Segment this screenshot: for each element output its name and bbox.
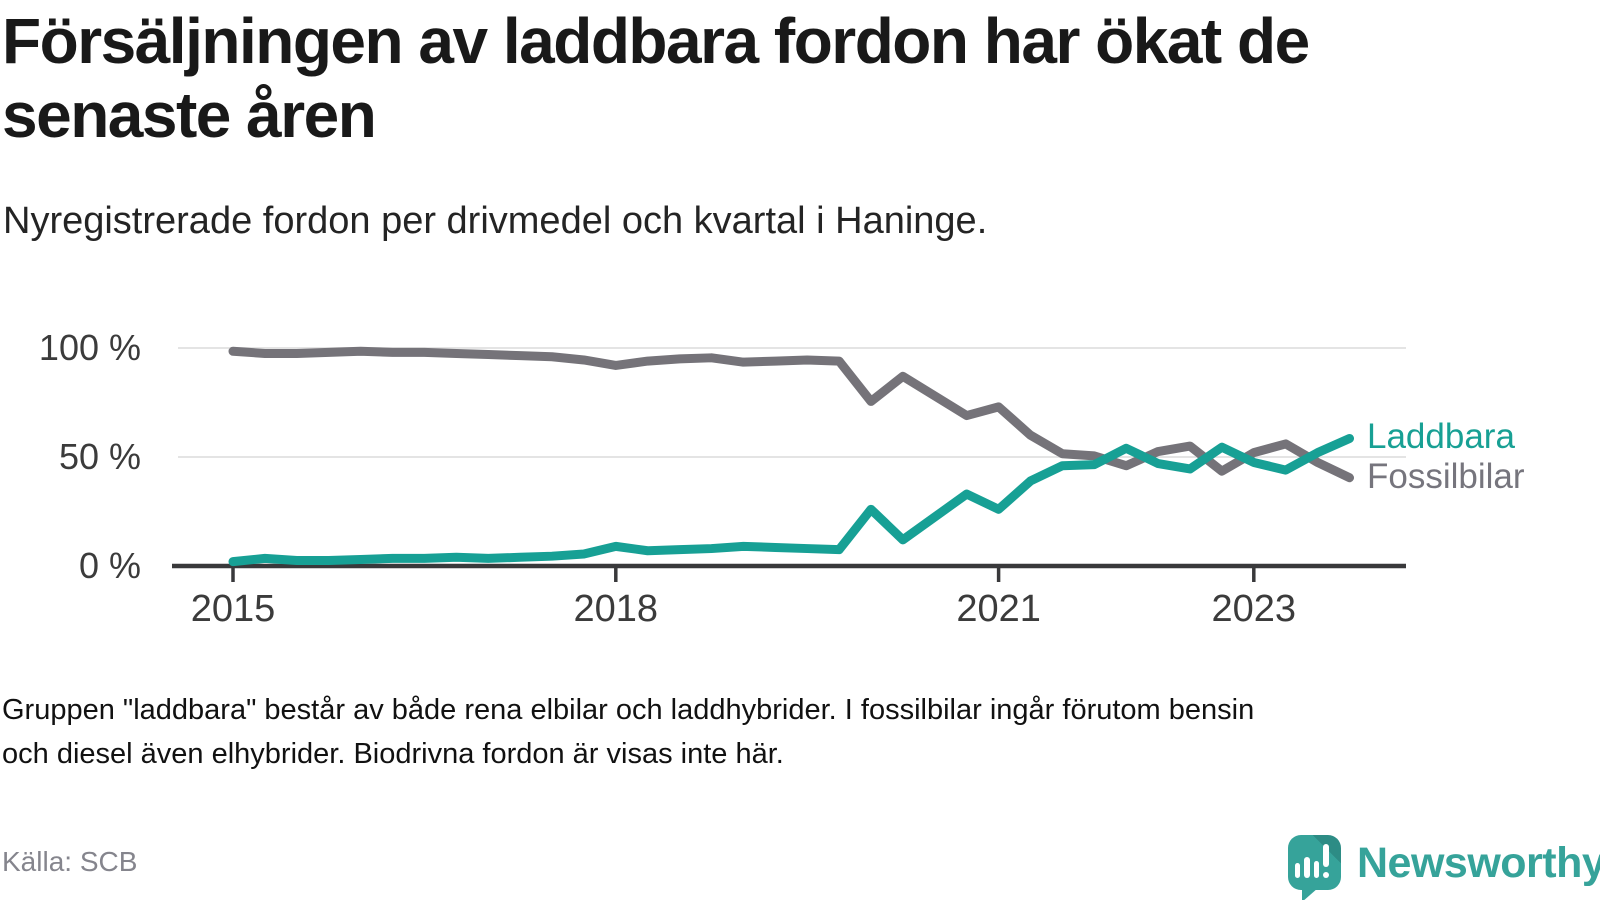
- logo-bar-icon: [1295, 863, 1300, 878]
- chart-footnote: Gruppen "laddbara" består av både rena e…: [2, 688, 1582, 776]
- logo-wordmark: Newsworthy: [1357, 839, 1600, 887]
- title-line-1: Försäljningen av laddbara fordon har öka…: [2, 5, 1310, 77]
- logo-bar-icon: [1304, 857, 1310, 878]
- page-title: Försäljningen av laddbara fordon har öka…: [2, 4, 1582, 152]
- title-line-2: senaste åren: [2, 79, 377, 151]
- footnote-line-2: och diesel även elhybrider. Biodrivna fo…: [2, 738, 784, 770]
- y-tick-label-100: 100 %: [38, 327, 141, 368]
- x-tick-label-2018: 2018: [573, 588, 659, 630]
- series-label-fossilbilar: Fossilbilar: [1367, 456, 1525, 496]
- series-line-fossilbilar: [228, 346, 1354, 483]
- source-attribution: Källa: SCB: [2, 846, 138, 877]
- y-tick-label-0: 0 %: [78, 545, 141, 586]
- logo-bar-icon: [1314, 861, 1319, 878]
- logo-exclamation-dot-icon: [1323, 872, 1329, 878]
- x-axis-ticks: [231, 568, 1256, 582]
- x-tick-label-2015: 2015: [190, 588, 276, 630]
- logo-exclamation-icon: [1323, 844, 1329, 867]
- x-tick-label-2021: 2021: [956, 588, 1041, 630]
- series-label-laddbara: Laddbara: [1367, 417, 1515, 457]
- chart-subtitle: Nyregistrerade fordon per drivmedel och …: [3, 200, 988, 242]
- footnote-line-1: Gruppen "laddbara" består av både rena e…: [2, 694, 1255, 726]
- logo-bar-chart-bubble-icon: [1288, 835, 1341, 890]
- x-tick-label-2023: 2023: [1211, 588, 1297, 630]
- series-line-laddbara: [228, 433, 1354, 567]
- logo-speech-bubble-tail: [1302, 888, 1318, 900]
- y-tick-label-50: 50 %: [58, 436, 141, 477]
- series-lines: [228, 346, 1354, 567]
